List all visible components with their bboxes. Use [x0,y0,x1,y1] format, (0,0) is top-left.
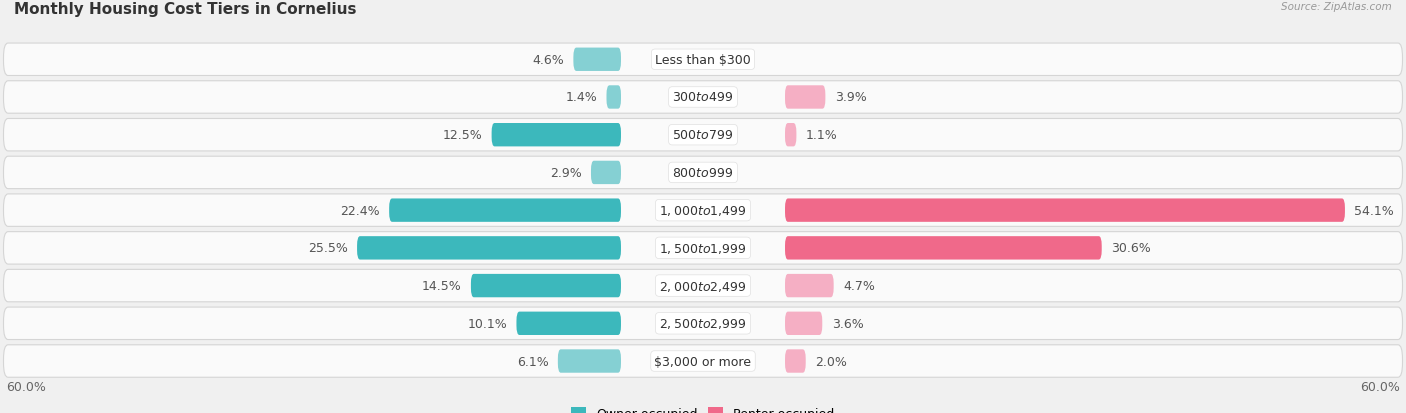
FancyBboxPatch shape [574,48,621,72]
FancyBboxPatch shape [3,270,1403,302]
FancyBboxPatch shape [3,44,1403,76]
Text: $1,500 to $1,999: $1,500 to $1,999 [659,241,747,255]
Text: 10.1%: 10.1% [467,317,508,330]
Text: 14.5%: 14.5% [422,280,461,292]
Text: $500 to $799: $500 to $799 [672,129,734,142]
FancyBboxPatch shape [785,124,796,147]
Text: 22.4%: 22.4% [340,204,380,217]
Text: 30.6%: 30.6% [1111,242,1152,255]
Legend: Owner-occupied, Renter-occupied: Owner-occupied, Renter-occupied [567,401,839,413]
Text: 12.5%: 12.5% [443,129,482,142]
FancyBboxPatch shape [389,199,621,222]
Text: $800 to $999: $800 to $999 [672,166,734,180]
FancyBboxPatch shape [785,199,1346,222]
Text: 6.1%: 6.1% [517,355,548,368]
FancyBboxPatch shape [516,312,621,335]
FancyBboxPatch shape [492,124,621,147]
Text: Monthly Housing Cost Tiers in Cornelius: Monthly Housing Cost Tiers in Cornelius [14,2,357,17]
Text: Less than $300: Less than $300 [655,54,751,66]
FancyBboxPatch shape [471,274,621,297]
Text: 54.1%: 54.1% [1354,204,1395,217]
Text: $300 to $499: $300 to $499 [672,91,734,104]
Text: 60.0%: 60.0% [1360,380,1400,393]
FancyBboxPatch shape [785,237,1102,260]
Text: $2,500 to $2,999: $2,500 to $2,999 [659,316,747,330]
Text: $2,000 to $2,499: $2,000 to $2,499 [659,279,747,293]
FancyBboxPatch shape [3,195,1403,227]
FancyBboxPatch shape [357,237,621,260]
Text: 1.1%: 1.1% [806,129,838,142]
FancyBboxPatch shape [785,274,834,297]
Text: $3,000 or more: $3,000 or more [655,355,751,368]
FancyBboxPatch shape [3,157,1403,189]
Text: 25.5%: 25.5% [308,242,347,255]
FancyBboxPatch shape [3,119,1403,152]
FancyBboxPatch shape [3,307,1403,340]
FancyBboxPatch shape [3,81,1403,114]
FancyBboxPatch shape [591,161,621,185]
Text: 2.9%: 2.9% [550,166,582,180]
Text: 3.6%: 3.6% [832,317,863,330]
FancyBboxPatch shape [785,86,825,109]
Text: 3.9%: 3.9% [835,91,866,104]
FancyBboxPatch shape [3,345,1403,377]
Text: Source: ZipAtlas.com: Source: ZipAtlas.com [1281,2,1392,12]
FancyBboxPatch shape [785,349,806,373]
Text: 4.7%: 4.7% [844,280,875,292]
Text: 1.4%: 1.4% [565,91,598,104]
FancyBboxPatch shape [3,232,1403,264]
Text: $1,000 to $1,499: $1,000 to $1,499 [659,204,747,218]
Text: 2.0%: 2.0% [815,355,846,368]
Text: 4.6%: 4.6% [533,54,564,66]
FancyBboxPatch shape [785,312,823,335]
FancyBboxPatch shape [558,349,621,373]
Text: 60.0%: 60.0% [6,380,46,393]
FancyBboxPatch shape [606,86,621,109]
